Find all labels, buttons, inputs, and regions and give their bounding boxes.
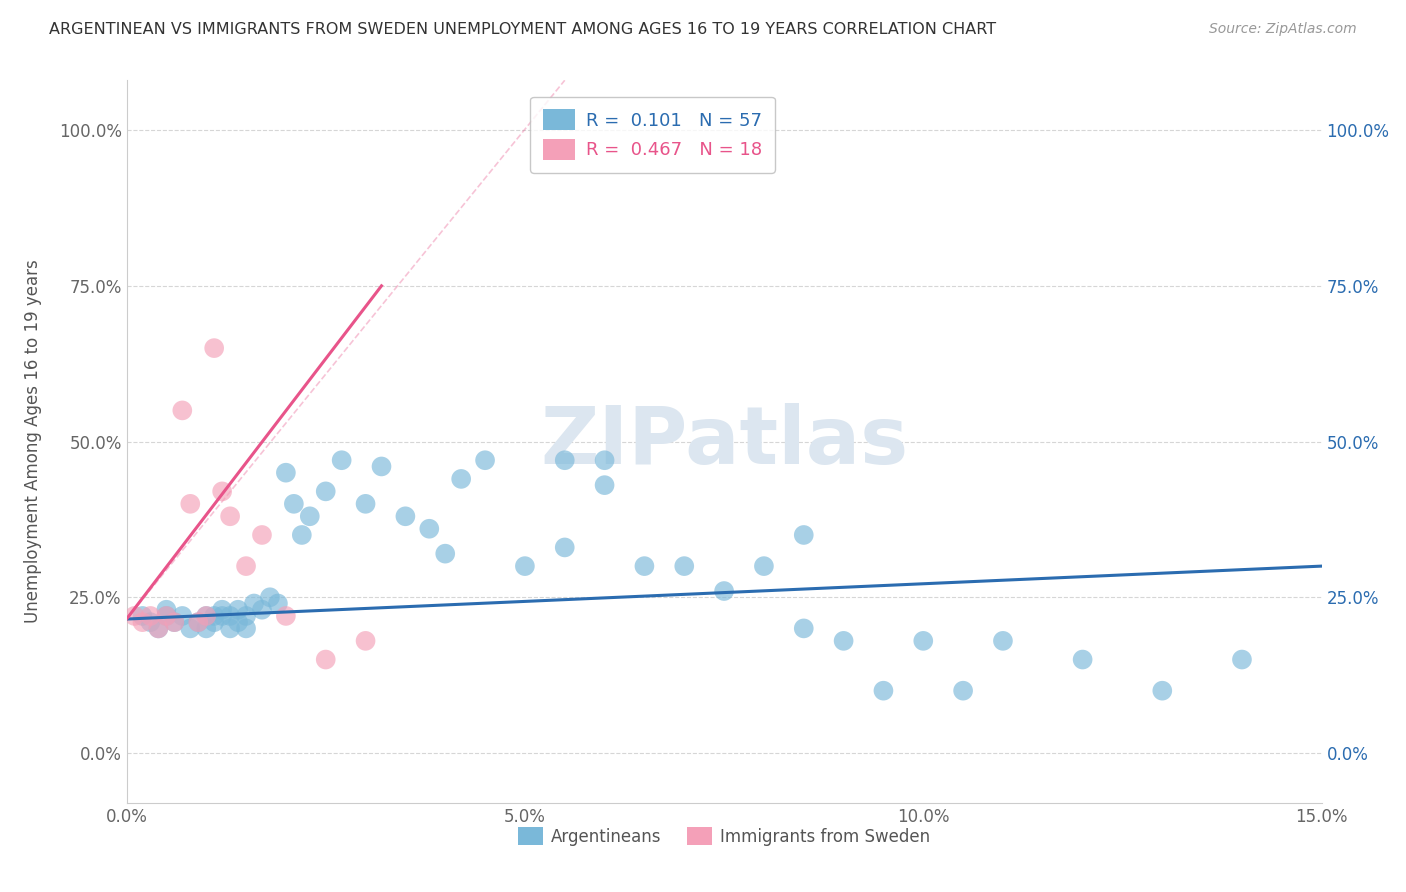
- Point: [195, 621, 218, 635]
- Point: [211, 603, 233, 617]
- Point: [315, 652, 337, 666]
- Point: [274, 466, 297, 480]
- Point: [179, 497, 201, 511]
- Point: [211, 484, 233, 499]
- Point: [131, 615, 153, 630]
- Point: [131, 609, 153, 624]
- Point: [172, 403, 194, 417]
- Point: [298, 509, 321, 524]
- Point: [139, 615, 162, 630]
- Point: [250, 603, 273, 617]
- Point: [148, 621, 170, 635]
- Point: [474, 453, 496, 467]
- Point: [226, 615, 249, 630]
- Point: [330, 453, 353, 467]
- Point: [187, 615, 209, 630]
- Point: [554, 453, 576, 467]
- Point: [370, 459, 392, 474]
- Point: [354, 633, 377, 648]
- Point: [139, 609, 162, 624]
- Point: [793, 621, 815, 635]
- Point: [202, 609, 225, 624]
- Point: [283, 497, 305, 511]
- Point: [394, 509, 416, 524]
- Point: [195, 609, 218, 624]
- Point: [912, 633, 935, 648]
- Point: [235, 621, 257, 635]
- Point: [991, 633, 1014, 648]
- Point: [243, 597, 266, 611]
- Point: [259, 591, 281, 605]
- Point: [354, 497, 377, 511]
- Point: [155, 609, 177, 624]
- Text: ARGENTINEAN VS IMMIGRANTS FROM SWEDEN UNEMPLOYMENT AMONG AGES 16 TO 19 YEARS COR: ARGENTINEAN VS IMMIGRANTS FROM SWEDEN UN…: [49, 22, 997, 37]
- Point: [832, 633, 855, 648]
- Point: [1071, 652, 1094, 666]
- Point: [315, 484, 337, 499]
- Point: [513, 559, 536, 574]
- Point: [202, 341, 225, 355]
- Point: [202, 615, 225, 630]
- Text: ZIPatlas: ZIPatlas: [540, 402, 908, 481]
- Point: [434, 547, 457, 561]
- Point: [952, 683, 974, 698]
- Point: [219, 609, 242, 624]
- Point: [633, 559, 655, 574]
- Point: [673, 559, 696, 574]
- Point: [274, 609, 297, 624]
- Point: [1230, 652, 1253, 666]
- Point: [713, 584, 735, 599]
- Point: [1152, 683, 1174, 698]
- Point: [211, 609, 233, 624]
- Point: [793, 528, 815, 542]
- Point: [250, 528, 273, 542]
- Legend: R =  0.101   N = 57, R =  0.467   N = 18: R = 0.101 N = 57, R = 0.467 N = 18: [530, 96, 775, 172]
- Y-axis label: Unemployment Among Ages 16 to 19 years: Unemployment Among Ages 16 to 19 years: [24, 260, 42, 624]
- Point: [267, 597, 290, 611]
- Point: [155, 609, 177, 624]
- Point: [187, 615, 209, 630]
- Point: [172, 609, 194, 624]
- Point: [291, 528, 314, 542]
- Point: [195, 609, 218, 624]
- Point: [235, 609, 257, 624]
- Point: [872, 683, 894, 698]
- Point: [752, 559, 775, 574]
- Point: [148, 621, 170, 635]
- Point: [593, 453, 616, 467]
- Point: [235, 559, 257, 574]
- Point: [163, 615, 186, 630]
- Point: [163, 615, 186, 630]
- Point: [450, 472, 472, 486]
- Point: [226, 603, 249, 617]
- Point: [155, 603, 177, 617]
- Point: [124, 609, 146, 624]
- Text: Source: ZipAtlas.com: Source: ZipAtlas.com: [1209, 22, 1357, 37]
- Point: [179, 621, 201, 635]
- Point: [593, 478, 616, 492]
- Point: [554, 541, 576, 555]
- Point: [219, 621, 242, 635]
- Point: [219, 509, 242, 524]
- Point: [418, 522, 440, 536]
